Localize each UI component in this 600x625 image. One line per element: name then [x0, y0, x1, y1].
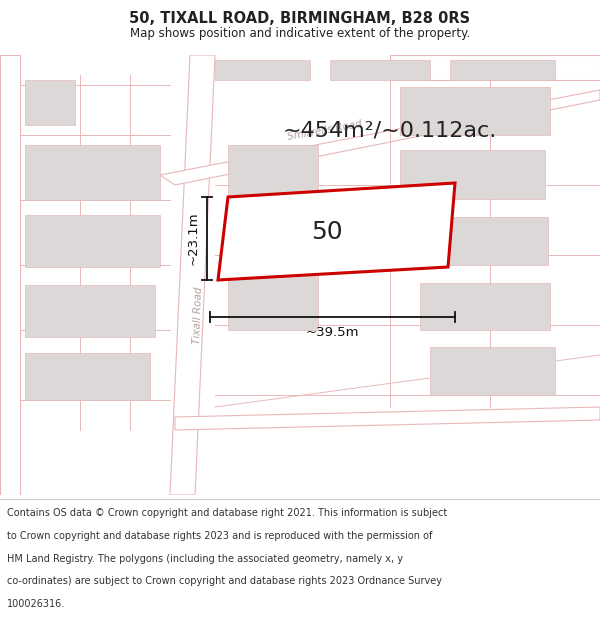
Text: Map shows position and indicative extent of the property.: Map shows position and indicative extent…: [130, 27, 470, 39]
Polygon shape: [400, 87, 550, 135]
Polygon shape: [410, 217, 548, 265]
Polygon shape: [25, 353, 150, 400]
Polygon shape: [228, 265, 318, 330]
Text: 50: 50: [311, 220, 343, 244]
Text: Smirrells Road: Smirrells Road: [287, 119, 363, 141]
Polygon shape: [215, 60, 310, 80]
Text: Contains OS data © Crown copyright and database right 2021. This information is : Contains OS data © Crown copyright and d…: [7, 508, 448, 518]
Polygon shape: [390, 55, 600, 80]
Text: ~39.5m: ~39.5m: [306, 326, 359, 339]
Polygon shape: [160, 90, 600, 185]
Polygon shape: [450, 60, 555, 80]
Text: ~23.1m: ~23.1m: [187, 212, 199, 265]
Text: HM Land Registry. The polygons (including the associated geometry, namely x, y: HM Land Registry. The polygons (includin…: [7, 554, 403, 564]
Text: 50, TIXALL ROAD, BIRMINGHAM, B28 0RS: 50, TIXALL ROAD, BIRMINGHAM, B28 0RS: [130, 11, 470, 26]
Polygon shape: [175, 407, 600, 430]
Polygon shape: [170, 55, 215, 495]
Polygon shape: [25, 215, 160, 267]
Text: 100026316.: 100026316.: [7, 599, 65, 609]
Polygon shape: [228, 145, 318, 205]
Polygon shape: [25, 285, 155, 337]
Polygon shape: [25, 80, 75, 125]
Polygon shape: [420, 283, 550, 330]
Text: Tixall Road: Tixall Road: [192, 286, 204, 344]
Text: ~454m²/~0.112ac.: ~454m²/~0.112ac.: [283, 120, 497, 140]
Polygon shape: [330, 60, 430, 80]
Polygon shape: [218, 183, 455, 280]
Polygon shape: [430, 347, 555, 395]
Polygon shape: [400, 150, 545, 199]
Polygon shape: [0, 55, 20, 495]
Polygon shape: [25, 145, 160, 200]
Text: to Crown copyright and database rights 2023 and is reproduced with the permissio: to Crown copyright and database rights 2…: [7, 531, 433, 541]
Text: co-ordinates) are subject to Crown copyright and database rights 2023 Ordnance S: co-ordinates) are subject to Crown copyr…: [7, 576, 442, 586]
